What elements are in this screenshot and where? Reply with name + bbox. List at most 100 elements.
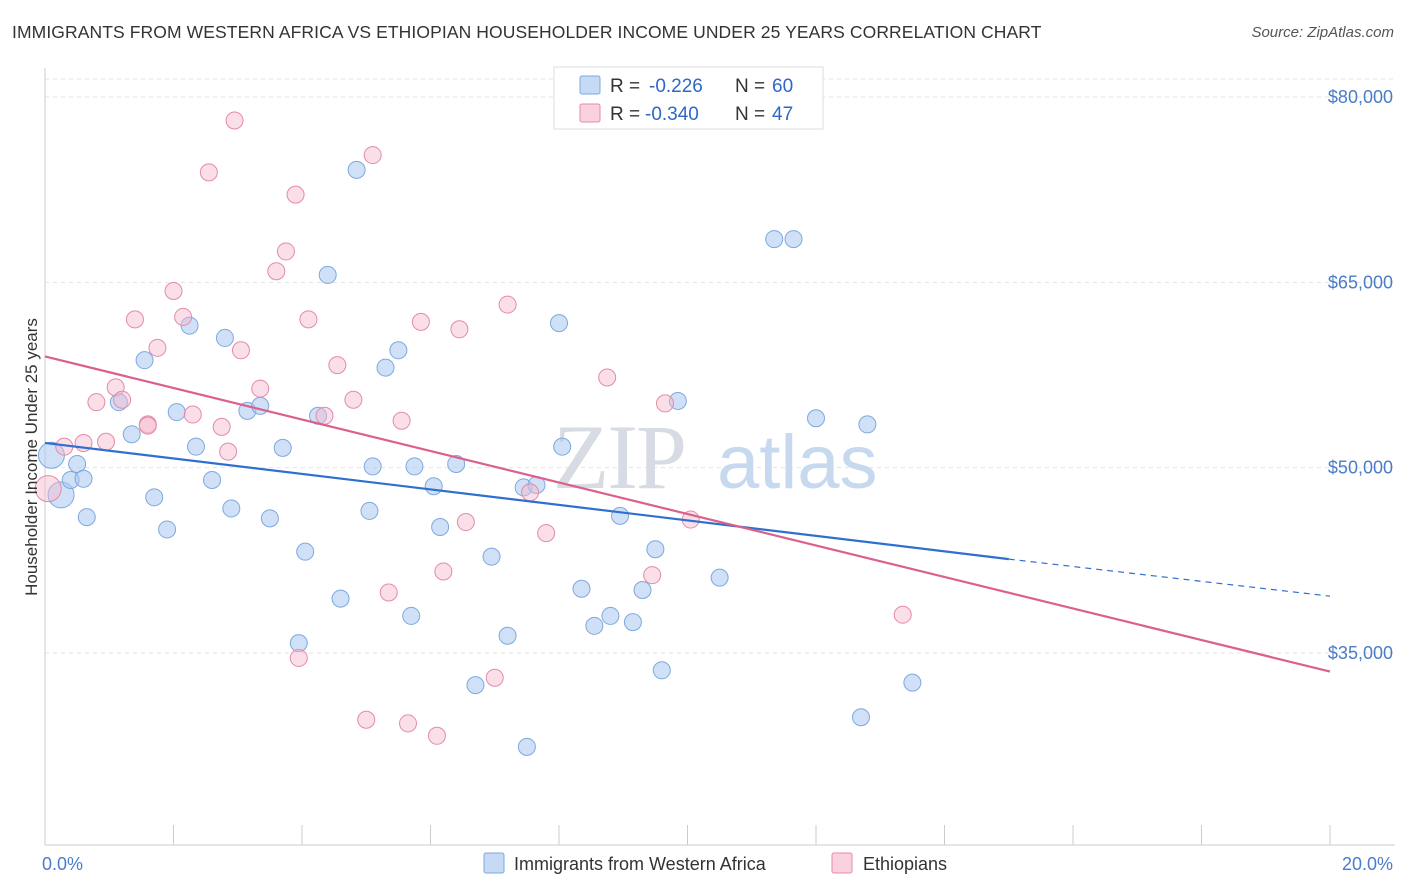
point-western-africa-3: [68, 454, 87, 473]
point-western-africa-13: [203, 471, 222, 490]
point-ethiopians-23: [299, 310, 318, 329]
point-ethiopians-22: [289, 648, 308, 667]
point-western-africa-18: [260, 509, 279, 528]
y-tick-labels: $35,000 $50,000 $65,000 $80,000: [1328, 87, 1393, 663]
point-ethiopians-17: [231, 341, 250, 360]
point-ethiopians-0: [34, 475, 62, 503]
point-western-africa-28: [376, 358, 395, 377]
point-ethiopians-11: [174, 307, 193, 326]
point-ethiopians-4: [97, 432, 116, 451]
bottom-legend-swatch-ethiopians: [831, 852, 853, 874]
point-western-africa-57: [858, 415, 877, 434]
legend-n-label-1: N =: [735, 76, 765, 97]
y-tick-label-1: $50,000: [1328, 458, 1393, 478]
point-western-africa-52: [710, 568, 729, 587]
point-ethiopians-38: [498, 295, 517, 314]
bottom-legend-ethiopians: Ethiopians: [863, 854, 947, 874]
point-ethiopians-28: [363, 146, 382, 165]
x-tick-label-0: 0.0%: [42, 854, 83, 874]
point-western-africa-20: [289, 634, 308, 653]
watermark-atlas: atlas: [717, 420, 878, 505]
point-western-africa-23: [318, 265, 337, 284]
point-western-africa-32: [424, 477, 443, 496]
legend-n-value-2: 47: [772, 104, 793, 125]
point-ethiopians-43: [656, 394, 675, 413]
legend-n-label-2: N =: [735, 104, 765, 125]
point-western-africa-37: [498, 626, 517, 645]
point-ethiopians-19: [267, 262, 286, 281]
point-ethiopians-31: [399, 714, 418, 733]
point-western-africa-17: [251, 396, 270, 415]
point-western-africa-49: [646, 540, 665, 559]
point-western-africa-26: [360, 501, 379, 520]
point-western-africa-6: [122, 425, 141, 444]
point-western-africa-54: [784, 230, 803, 249]
point-western-africa-53: [765, 230, 784, 249]
point-western-africa-48: [633, 580, 652, 599]
point-western-africa-30: [402, 606, 421, 625]
point-ethiopians-34: [434, 562, 453, 581]
point-western-africa-56: [851, 708, 870, 727]
point-western-africa-12: [186, 437, 205, 456]
point-ethiopians-30: [392, 411, 411, 430]
point-ethiopians-36: [456, 513, 475, 532]
point-ethiopians-27: [357, 710, 376, 729]
point-western-africa-47: [623, 613, 642, 632]
point-ethiopians-33: [427, 726, 446, 745]
grid: [45, 78, 1395, 654]
point-ethiopians-21: [286, 185, 305, 204]
point-ethiopians-26: [344, 390, 363, 409]
x-tick-label-1: 20.0%: [1342, 854, 1393, 874]
y-tick-label-3: $80,000: [1328, 87, 1393, 107]
point-western-africa-15: [222, 499, 241, 518]
axes: [44, 68, 1395, 846]
point-ethiopians-12: [183, 405, 202, 424]
point-western-africa-35: [466, 676, 485, 695]
point-ethiopians-25: [328, 356, 347, 375]
point-western-africa-31: [405, 457, 424, 476]
point-ethiopians-3: [87, 393, 106, 412]
y-axis-label: Householder Income Under 25 years: [22, 318, 41, 596]
y-tick-label-0: $35,000: [1328, 643, 1393, 663]
point-western-africa-34: [447, 454, 466, 473]
point-western-africa-24: [331, 589, 350, 608]
point-western-africa-55: [807, 409, 825, 428]
legend-r-value-2: -0.340: [645, 104, 699, 125]
point-western-africa-46: [611, 506, 630, 525]
point-ethiopians-35: [450, 320, 469, 339]
point-western-africa-36: [482, 547, 501, 566]
legend-swatch-ethiopians: [579, 103, 601, 123]
trend-line-western-africa-extension: [1008, 558, 1331, 597]
point-western-africa-43: [572, 579, 591, 598]
point-western-africa-8: [145, 488, 164, 507]
point-western-africa-45: [601, 606, 620, 625]
point-western-africa-19: [273, 438, 292, 457]
legend: R = -0.226 N = 60 R = -0.340 N = 47: [553, 66, 824, 130]
legend-r-label-2: R =: [610, 104, 640, 125]
point-ethiopians-39: [521, 483, 540, 502]
legend-n-value-1: 60: [772, 76, 793, 97]
point-western-africa-4: [77, 508, 96, 527]
point-western-africa-29: [389, 341, 408, 360]
point-western-africa-42: [553, 437, 572, 456]
trend-line-ethiopians: [44, 355, 1331, 673]
trend-line-western-africa: [44, 441, 1009, 561]
point-ethiopians-40: [537, 524, 556, 543]
bottom-legend: Immigrants from Western Africa Ethiopian…: [483, 852, 947, 874]
point-ethiopians-7: [125, 310, 144, 329]
point-western-africa-10: [167, 403, 186, 422]
bottom-legend-western-africa: Immigrants from Western Africa: [514, 854, 767, 874]
legend-r-label-1: R =: [610, 76, 640, 97]
point-ethiopians-41: [598, 368, 617, 387]
point-ethiopians-9: [148, 338, 167, 357]
point-ethiopians-18: [251, 379, 270, 398]
point-ethiopians-14: [212, 417, 231, 436]
bottom-legend-swatch-western-africa: [483, 852, 505, 874]
legend-r-value-1: -0.226: [649, 76, 703, 97]
point-ethiopians-10: [164, 281, 183, 300]
point-western-africa-50: [652, 661, 671, 680]
point-western-africa-9: [158, 520, 177, 539]
point-ethiopians-29: [379, 583, 398, 602]
point-ethiopians-20: [276, 242, 295, 261]
point-ethiopians-42: [643, 566, 662, 585]
